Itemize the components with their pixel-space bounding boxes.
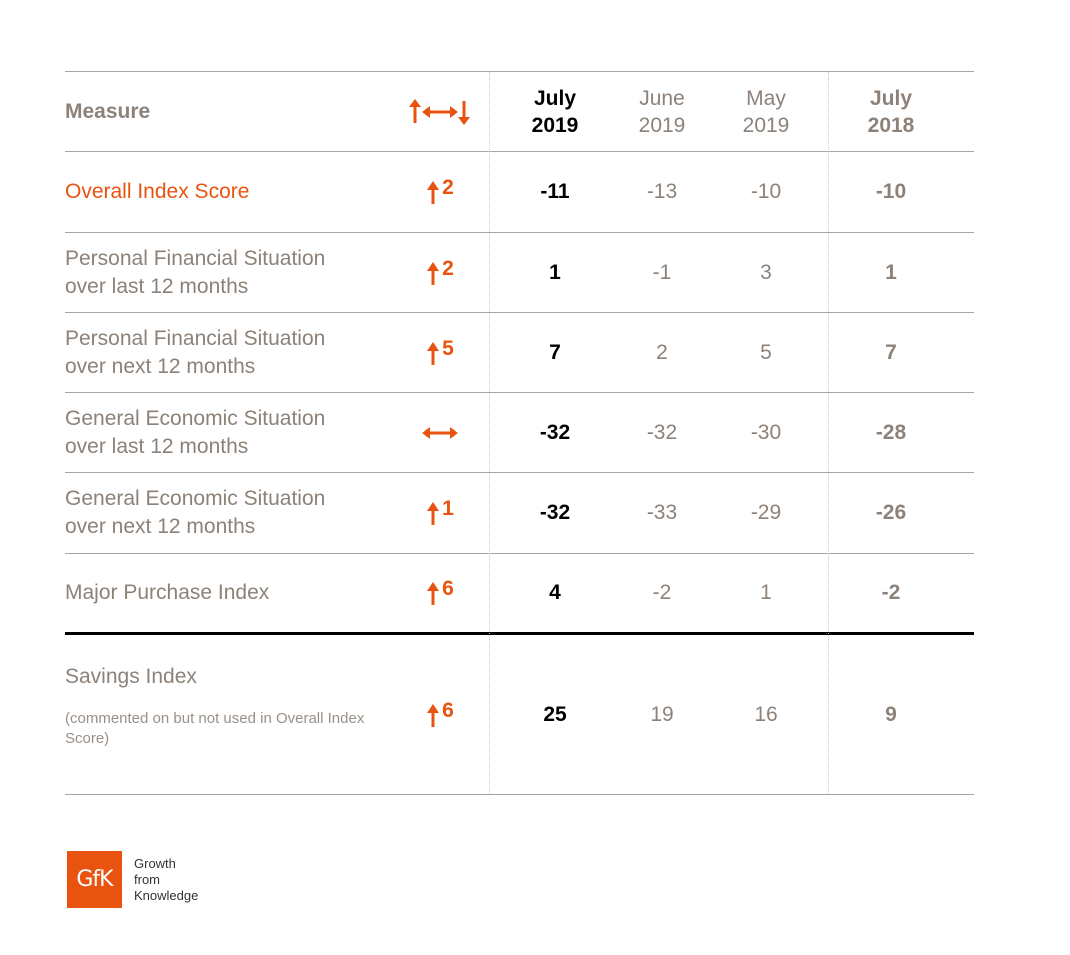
value-cell: 9 — [885, 702, 897, 726]
row-rule — [65, 232, 974, 233]
column-header-may-2019: May 2019 — [721, 72, 811, 152]
column-header-year: 2019 — [638, 114, 686, 137]
column-header-july-2019: July 2019 — [510, 72, 600, 152]
change-value: 2 — [442, 256, 454, 280]
header-rule — [65, 151, 974, 152]
change-indicator: 1 — [400, 473, 480, 553]
column-divider — [828, 72, 829, 794]
table-bottom-rule — [65, 794, 974, 795]
up-arrow-icon — [427, 502, 440, 525]
value-cell: -11 — [540, 180, 570, 203]
measure-line: Personal Financial Situation — [65, 246, 326, 270]
value-cell: 4 — [549, 581, 561, 604]
measure-label: Overall Index Score — [65, 152, 395, 232]
row-rule — [65, 472, 974, 473]
measure-line: over next 12 months — [65, 354, 256, 378]
measure-line: over last 12 months — [65, 434, 249, 458]
change-value: 1 — [442, 497, 454, 520]
up-arrow-icon — [427, 703, 440, 727]
measure-label: General Economic Situation over next 12 m… — [65, 473, 395, 553]
column-header-year: 2019 — [742, 114, 790, 137]
value-cell: -28 — [875, 420, 907, 444]
row-rule — [65, 392, 974, 393]
measure-label: General Economic Situation over last 12 m… — [65, 393, 395, 472]
column-header-june-2019: June 2019 — [617, 72, 707, 152]
measure-line: General Economic Situation — [65, 406, 326, 430]
value-cell: -10 — [750, 180, 782, 203]
column-header-month: May — [746, 87, 786, 110]
value-cell: -26 — [875, 501, 907, 524]
value-cell: -2 — [652, 581, 672, 604]
column-header-month: July — [869, 87, 913, 110]
column-header-month: June — [639, 87, 685, 110]
measure-line: Major Purchase Index — [65, 581, 270, 604]
measure-header: Measure — [65, 100, 151, 123]
logo-text: GfK — [76, 867, 113, 892]
measure-note: (commented on but not used in Overall In… — [65, 710, 365, 747]
tagline-line: from — [134, 872, 160, 887]
change-value: 6 — [442, 698, 454, 722]
gfk-logo: GfK — [67, 851, 122, 908]
measure-line: Savings Index — [65, 665, 197, 688]
value-cell: 1 — [549, 260, 561, 284]
column-header-july-2018: July 2018 — [846, 72, 936, 152]
row-rule — [65, 312, 974, 313]
value-cell: -32 — [646, 420, 678, 444]
measure-label: Major Purchase Index — [65, 554, 395, 632]
change-indicator: 6 — [400, 635, 480, 794]
value-cell: 25 — [543, 702, 567, 726]
up-arrow-icon — [427, 181, 440, 204]
value-cell: 5 — [760, 340, 772, 364]
value-cell: -32 — [539, 501, 571, 524]
column-divider — [489, 72, 490, 794]
savings-separator-rule — [65, 632, 974, 635]
value-cell: 7 — [549, 340, 561, 364]
value-cell: -2 — [881, 581, 901, 604]
measure-line: over next 12 months — [65, 515, 256, 538]
value-cell: -30 — [750, 420, 782, 444]
tagline-line: Growth — [134, 856, 176, 871]
measure-label: Personal Financial Situation over last 12… — [65, 233, 395, 312]
tagline-line: Knowledge — [134, 888, 199, 903]
value-cell: -13 — [646, 180, 678, 203]
change-value: 6 — [442, 577, 454, 600]
value-cell: -10 — [875, 180, 907, 203]
direction-legend — [400, 72, 480, 152]
up-arrow-icon — [427, 341, 440, 365]
measure-line: over last 12 months — [65, 274, 249, 298]
up-arrow-icon — [427, 261, 440, 285]
value-cell: 2 — [656, 340, 668, 364]
measure-line: General Economic Situation — [65, 487, 326, 510]
column-header-year: 2018 — [867, 114, 915, 137]
change-indicator: 2 — [400, 152, 480, 232]
up-arrow-icon — [427, 582, 440, 605]
change-indicator: 2 — [400, 233, 480, 312]
change-indicator: 6 — [400, 554, 480, 632]
measure-line: Personal Financial Situation — [65, 326, 326, 350]
value-cell: 1 — [760, 581, 772, 604]
column-header-month: July — [533, 87, 577, 110]
value-cell: 19 — [650, 702, 674, 726]
up-flat-down-arrows-icon — [409, 99, 470, 125]
logo-tagline: Growth from Knowledge — [134, 856, 198, 904]
change-indicator — [400, 393, 480, 472]
value-cell: -29 — [750, 501, 782, 524]
measure-label: Personal Financial Situation over next 12… — [65, 313, 395, 392]
measure-label: Savings Index (commented on but not used … — [65, 663, 395, 793]
value-cell: 3 — [760, 260, 772, 284]
table-top-rule — [65, 71, 974, 72]
change-value: 5 — [442, 336, 454, 360]
value-cell: -1 — [652, 260, 672, 284]
change-value: 2 — [442, 176, 454, 199]
row-rule — [65, 553, 974, 554]
flat-arrow-icon — [422, 426, 458, 439]
value-cell: -32 — [539, 420, 571, 444]
measure-line: Overall Index Score — [65, 180, 250, 203]
value-cell: 7 — [885, 340, 897, 364]
column-header-year: 2019 — [531, 114, 579, 137]
value-cell: -33 — [646, 501, 678, 524]
change-indicator: 5 — [400, 313, 480, 392]
value-cell: 1 — [885, 260, 897, 284]
value-cell: 16 — [754, 702, 778, 726]
